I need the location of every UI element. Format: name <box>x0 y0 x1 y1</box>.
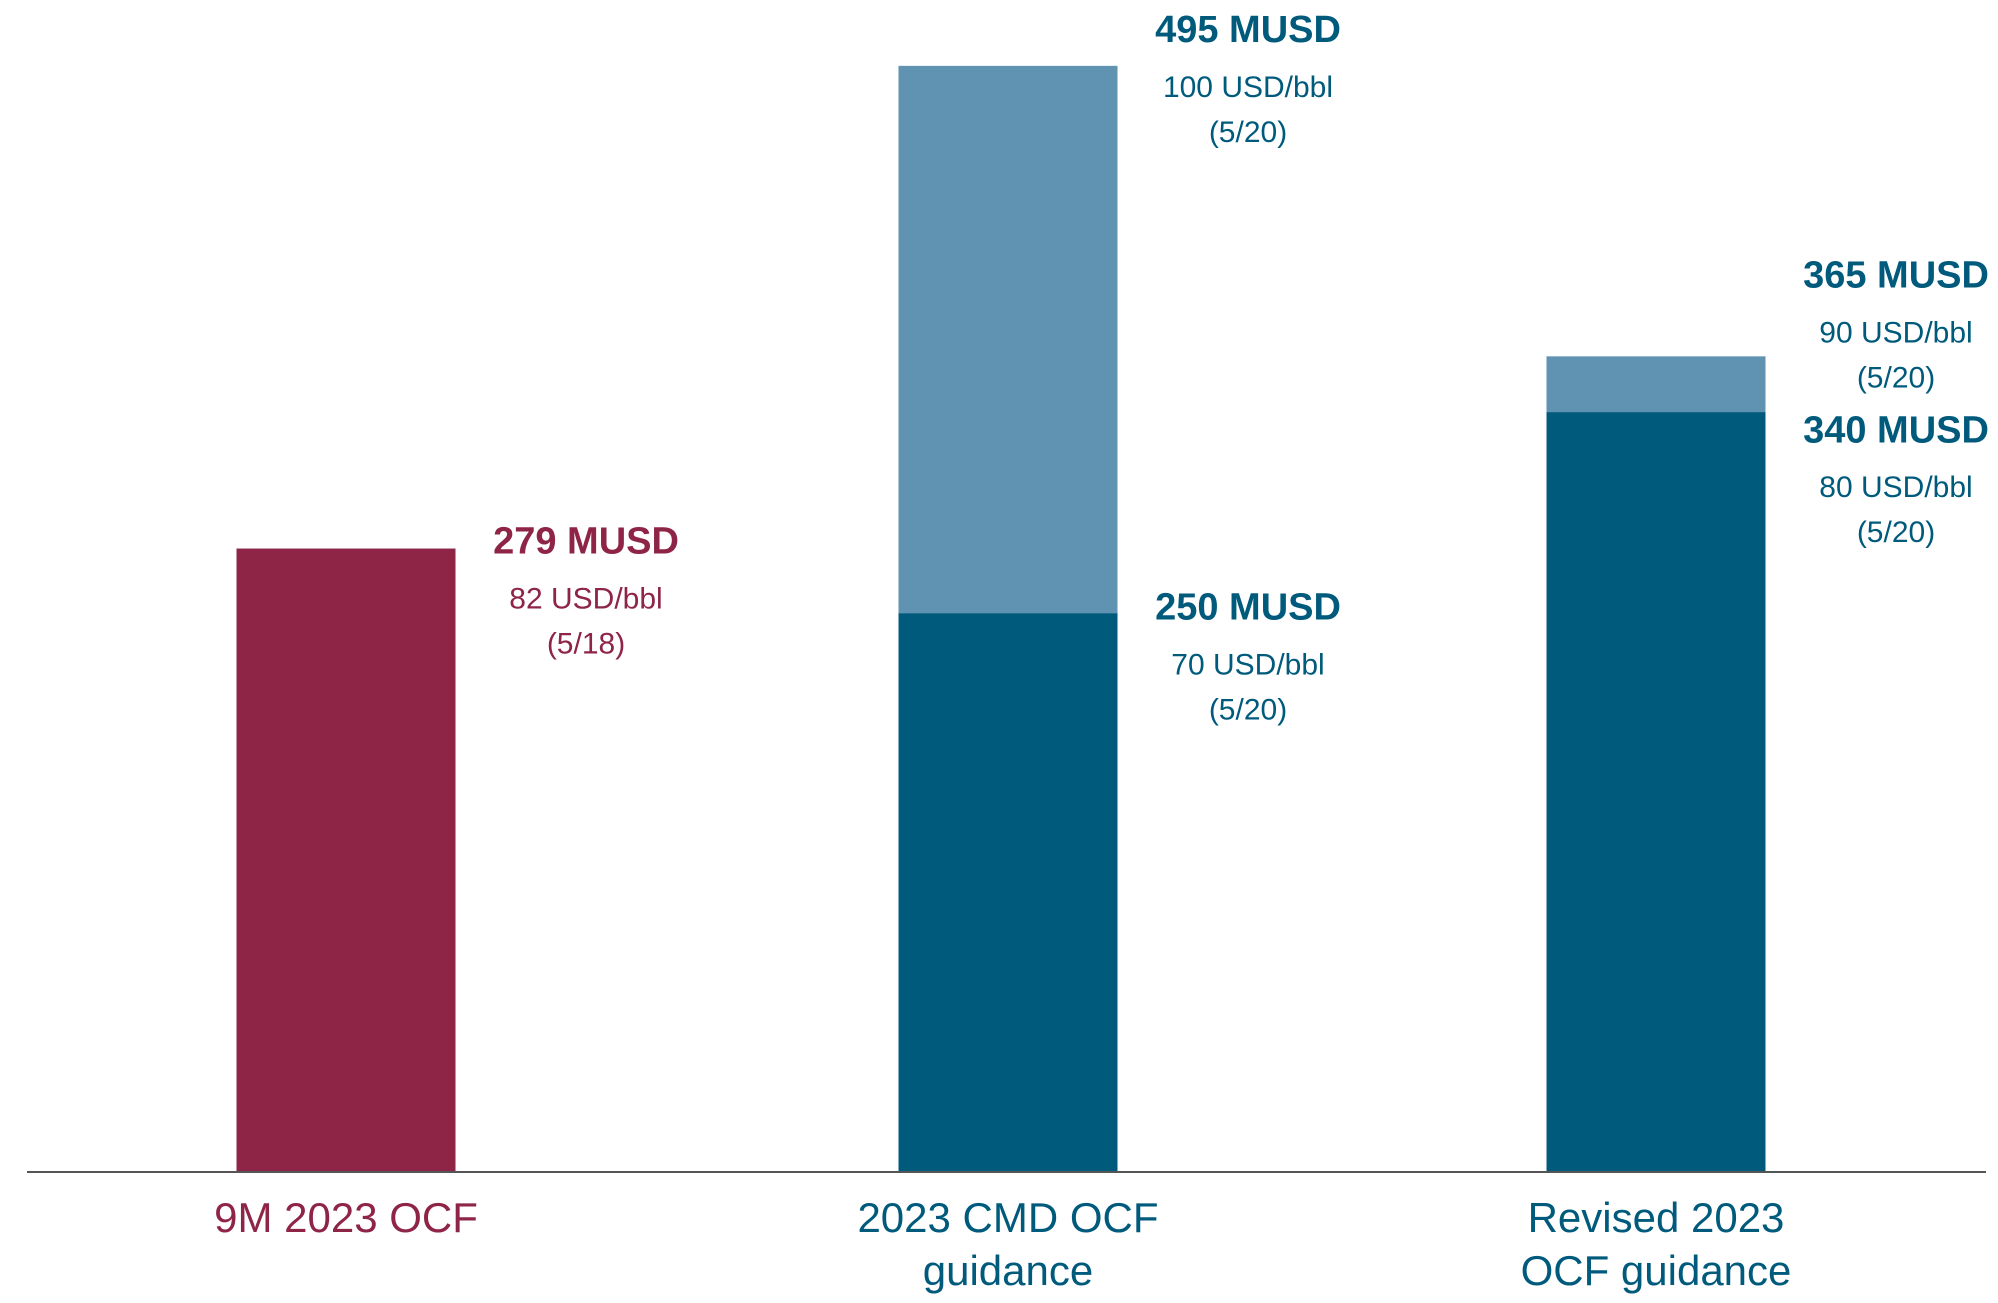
value-detail: 70 USD/bbl <box>1171 648 1324 681</box>
x-tick-label: Revised 2023 OCF guidance <box>1521 1194 1792 1294</box>
value-label: 365 MUSD <box>1803 254 1989 296</box>
value-detail: 90 USD/bbl <box>1819 316 1972 349</box>
x-tick-label-line: 2023 CMD OCF <box>857 1194 1158 1241</box>
x-tick-label-line: guidance <box>923 1247 1093 1294</box>
x-tick-label-line: 9M 2023 OCF <box>214 1194 478 1241</box>
value-detail: (5/18) <box>547 627 625 660</box>
bar <box>236 548 456 1172</box>
value-label: 279 MUSD <box>493 521 679 563</box>
bar <box>898 613 1118 1172</box>
value-detail: (5/20) <box>1857 361 1935 394</box>
x-tick-label: 9M 2023 OCF <box>214 1194 478 1241</box>
value-detail: (5/20) <box>1209 116 1287 149</box>
value-detail: 80 USD/bbl <box>1819 471 1972 504</box>
x-tick-label: 2023 CMD OCF guidance <box>857 1194 1158 1294</box>
value-label: 340 MUSD <box>1803 409 1989 451</box>
x-tick-label-line: OCF guidance <box>1521 1247 1792 1294</box>
value-detail: (5/20) <box>1209 693 1287 726</box>
value-detail: (5/20) <box>1857 516 1935 549</box>
bar <box>1546 412 1766 1172</box>
value-label: 495 MUSD <box>1155 9 1341 51</box>
value-label: 250 MUSD <box>1155 586 1341 628</box>
value-detail: 100 USD/bbl <box>1163 71 1333 104</box>
x-tick-label-line: Revised 2023 <box>1528 1194 1785 1241</box>
value-detail: 82 USD/bbl <box>509 582 662 615</box>
